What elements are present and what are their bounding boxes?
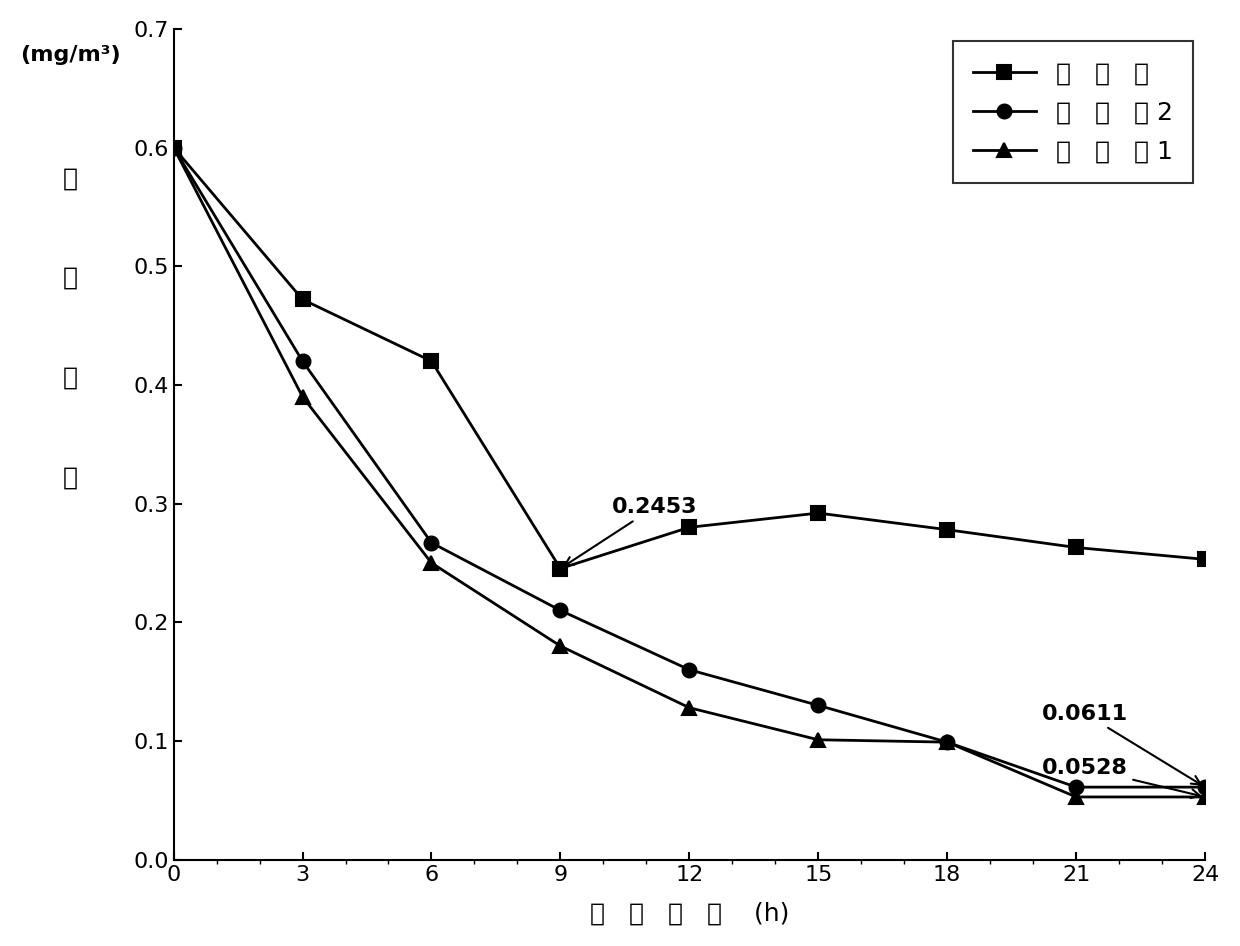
对   照   例 [1198,553,1213,565]
Text: 甲: 甲 [63,166,78,190]
实   施   例 1 [811,734,826,745]
Text: 度: 度 [63,465,78,489]
Line: 实   施   例 2: 实 施 例 2 [166,141,1211,794]
实   施   例 2 [295,356,310,367]
Text: 0.0528: 0.0528 [1042,758,1200,798]
Line: 对   照   例: 对 照 例 [166,141,1211,575]
Text: (mg/m³): (mg/m³) [20,45,120,65]
实   施   例 1 [940,737,955,748]
实   施   例 2 [166,142,181,153]
X-axis label: 降   解   时   间    (h): 降 解 时 间 (h) [590,902,789,925]
实   施   例 1 [1198,791,1213,802]
实   施   例 1 [295,391,310,402]
实   施   例 1 [166,142,181,153]
对   照   例 [940,524,955,535]
实   施   例 2 [682,664,697,675]
Legend: 对   照   例, 实   施   例 2, 实   施   例 1: 对 照 例, 实 施 例 2, 实 施 例 1 [954,42,1193,184]
对   照   例 [424,356,439,367]
对   照   例 [682,521,697,533]
Text: 0.2453: 0.2453 [564,497,697,566]
实   施   例 2 [1069,781,1084,793]
实   施   例 1 [682,702,697,713]
Text: 醛: 醛 [63,266,78,290]
实   施   例 1 [424,557,439,569]
实   施   例 2 [1198,781,1213,793]
实   施   例 2 [424,537,439,549]
实   施   例 2 [553,604,568,616]
对   照   例 [811,507,826,518]
实   施   例 1 [553,640,568,652]
Line: 实   施   例 1: 实 施 例 1 [166,141,1211,804]
实   施   例 2 [811,700,826,711]
对   照   例 [295,294,310,306]
Text: 0.0611: 0.0611 [1042,704,1200,784]
对   照   例 [1069,542,1084,553]
实   施   例 1 [1069,791,1084,802]
Text: 浓: 浓 [63,366,78,390]
实   施   例 2 [940,737,955,748]
对   照   例 [553,563,568,574]
对   照   例 [166,142,181,153]
